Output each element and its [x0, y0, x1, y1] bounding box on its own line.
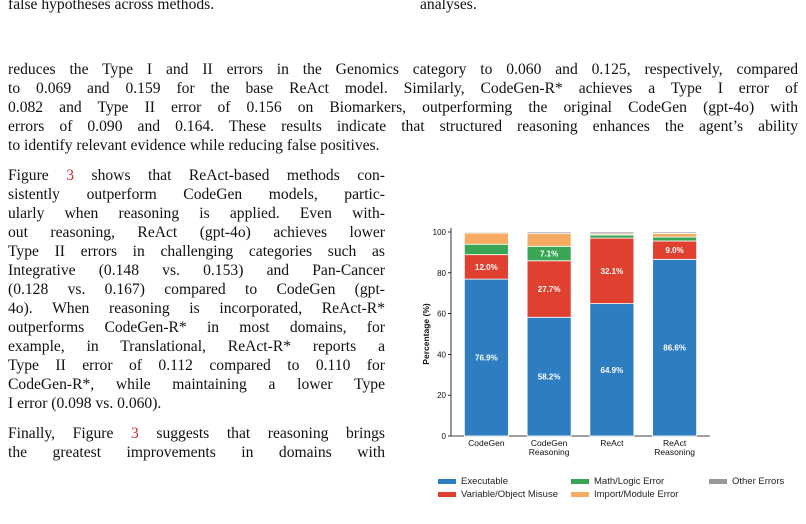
bar-segment	[463, 243, 509, 256]
legend-item-math-logic-error: Math/Logic Error	[571, 476, 664, 487]
legend-label: Math/Logic Error	[594, 476, 665, 487]
paragraph-1-line: errors of 0.090 and 0.164. These results…	[8, 118, 798, 135]
legend-swatch	[438, 478, 456, 484]
bar-segment	[526, 316, 572, 437]
y-tick-label: 40	[437, 350, 446, 359]
legend-label: Variable/Object Misuse	[461, 489, 558, 500]
bar-data-label: 7.1%	[540, 250, 558, 259]
paragraph-2-line: Type II error of 0.112 compared to 0.110…	[8, 357, 385, 374]
bar-data-label: 86.6%	[663, 344, 686, 353]
bar-segment	[526, 233, 572, 247]
x-tick-label: CodeGen	[531, 438, 568, 448]
bar-segment	[526, 231, 572, 235]
y-tick-label: 80	[437, 269, 446, 278]
bar-segment	[589, 234, 635, 239]
y-axis-label: Percentage (%)	[421, 303, 431, 365]
y-tick-label: 100	[433, 228, 447, 237]
bar-segment	[589, 237, 635, 305]
bar-segment	[463, 278, 509, 437]
x-tick-label: ReAct	[663, 438, 687, 448]
paragraph-2-line: example, in Translational, ReAct-R* repo…	[8, 338, 385, 355]
bar-data-label: 12.0%	[475, 263, 498, 272]
figure-ref-link[interactable]: 3	[66, 167, 75, 184]
y-tick-label: 60	[437, 310, 446, 319]
plot-area: 0 20 40 60 80 100 Percentage (%) 76.9% 12.0% Code…	[421, 228, 710, 457]
paragraph-1-line: to 0.069 and 0.159 for the base ReAct mo…	[8, 80, 798, 97]
legend-item-other-errors: Other Errors	[709, 476, 784, 487]
paragraph-1-line: reduces the Type I and II errors in the …	[8, 61, 798, 78]
x-tick-label: CodeGen	[468, 438, 505, 448]
bar-segment	[652, 231, 698, 234]
bar-data-label: 64.9%	[601, 366, 624, 375]
legend-swatch	[709, 478, 727, 484]
bar-data-label: 58.2%	[538, 373, 561, 382]
bar-segment	[652, 236, 698, 242]
paragraph-1-line: to identify relevant evidence while redu…	[8, 137, 380, 154]
paragraph-3-text: Finally, Figure	[8, 425, 131, 442]
bar-segment	[652, 233, 698, 238]
paragraph-2-line: 4o). When reasoning is incorporated, ReA…	[8, 300, 385, 317]
paragraph-2-line: ularly when reasoning is applied. Even w…	[8, 205, 385, 222]
paragraph-1-line: 0.082 and Type II error of 0.156 on Biom…	[8, 99, 798, 116]
y-tick-label: 20	[437, 391, 446, 400]
legend-item-import-module-error: Import/Module Error	[571, 489, 678, 500]
legend-swatch	[438, 491, 456, 497]
paragraph-2-text: shows that ReAct-based methods con-	[74, 167, 385, 184]
paragraph-2-line: I error (0.098 vs. 0.060).	[8, 395, 162, 412]
y-tick-label: 0	[442, 432, 447, 441]
bar-segment	[589, 303, 635, 437]
bar-segment	[463, 232, 509, 245]
bar-data-label: 76.9%	[475, 354, 498, 363]
paragraph-2-line: (0.128 vs. 0.167) compared to CodeGen (g…	[8, 281, 385, 298]
legend-label: Import/Module Error	[594, 489, 679, 500]
paragraph-2-line: outperforms CodeGen-R* in most domains, …	[8, 319, 385, 336]
paragraph-2-line: Integrative (0.148 vs. 0.153) and Pan-Ca…	[8, 262, 385, 279]
figure-ref-link[interactable]: 3	[130, 425, 139, 442]
bar-data-label: 9.0%	[666, 246, 684, 255]
paragraph-3-line: the greatest improvements in domains wit…	[8, 444, 385, 461]
paragraph-3-line: Finally, Figure 3 suggests that reasonin…	[8, 424, 385, 443]
legend-label: Executable	[461, 476, 509, 487]
paragraph-2-line: out reasoning, ReAct (gpt-4o) achieves l…	[8, 224, 385, 241]
paragraph-2-text: Figure	[8, 167, 67, 184]
bar-segment	[652, 258, 698, 437]
bar-data-label: 32.1%	[601, 267, 624, 276]
paragraph-2-line: Figure 3 shows that ReAct-based methods …	[8, 166, 385, 185]
paragraph-2-line: Type II errors in challenging categories…	[8, 243, 385, 260]
x-tick-label: Reasoning	[654, 447, 695, 457]
paragraph-3-text: suggests that reasoning brings	[138, 425, 385, 442]
paragraph-2-line: CodeGen-R*, while maintaining a lower Ty…	[8, 376, 385, 393]
x-tick-label: ReAct	[600, 438, 624, 448]
bar-segment	[526, 260, 572, 318]
legend-item-variable-object-misuse: Variable/Object Misuse	[438, 489, 558, 500]
legend-label: Other Errors	[732, 476, 785, 487]
bar-segment	[463, 231, 509, 234]
bar-data-label: 27.7%	[538, 285, 561, 294]
legend-item-executable: Executable	[438, 476, 508, 487]
stacked-bar-chart: 0 20 40 60 80 100 Percentage (%) 76.9% 12.0% Code…	[421, 228, 710, 457]
legend-swatch	[571, 478, 589, 484]
legend-swatch	[571, 491, 589, 497]
x-tick-label: Reasoning	[529, 447, 570, 457]
bar-segment	[589, 231, 635, 235]
top-left-text: false hypotheses across methods.	[8, 0, 215, 13]
paragraph-2-line: sistently outperform CodeGen models, par…	[8, 186, 385, 203]
top-right-text: analyses.	[420, 0, 477, 13]
